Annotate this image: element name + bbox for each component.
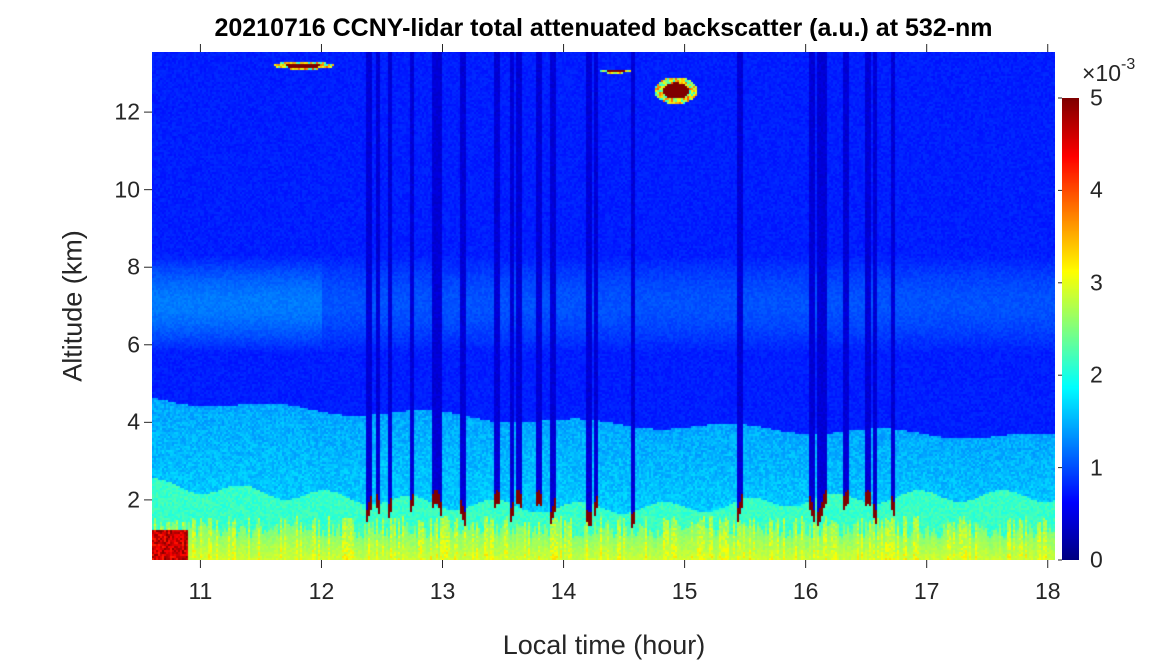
y-tick-label: 8 (127, 253, 140, 280)
x-tick-label: 14 (550, 578, 577, 604)
colorbar-tick-label: 5 (1090, 84, 1103, 111)
colorbar-tick-label: 3 (1090, 269, 1103, 296)
x-tick-label: 11 (188, 578, 213, 604)
colorbar-tick-label: 4 (1090, 176, 1103, 203)
backscatter-heatmap (152, 52, 1055, 560)
colorbar-multiplier: ×10-3 (1082, 56, 1136, 86)
colorbar (1062, 98, 1079, 560)
chart-title: 20210716 CCNY-lidar total attenuated bac… (214, 14, 993, 42)
x-tick-label: 13 (429, 578, 456, 604)
x-tick-label: 12 (308, 578, 335, 604)
x-axis-label: Local time (hour) (502, 630, 706, 660)
y-tick-label: 10 (114, 176, 140, 203)
x-tick-label: 18 (1034, 578, 1061, 604)
y-tick-label: 2 (127, 486, 140, 513)
colorbar-tick-label: 2 (1090, 361, 1103, 388)
colorbar-tick-label: 0 (1090, 546, 1103, 573)
y-axis-label: Altitude (km) (57, 230, 88, 382)
y-tick-label: 4 (127, 408, 140, 435)
y-tick-label: 6 (127, 331, 140, 358)
x-tick-label: 16 (792, 578, 819, 604)
x-tick-label: 15 (671, 578, 698, 604)
y-tick-label: 12 (114, 98, 140, 125)
colorbar-tick-label: 1 (1090, 454, 1103, 481)
x-tick-label: 17 (913, 578, 940, 604)
